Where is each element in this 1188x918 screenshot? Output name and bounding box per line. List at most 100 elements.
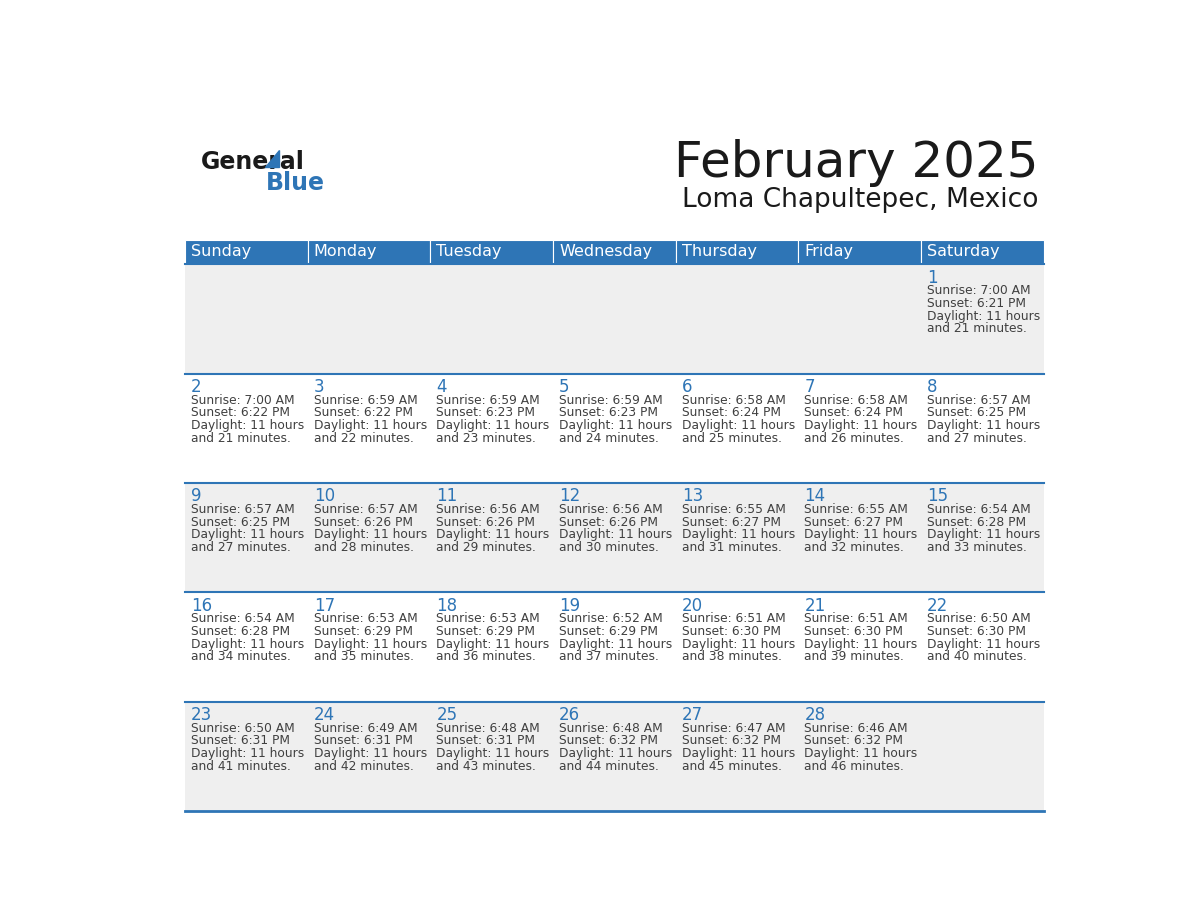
Text: and 31 minutes.: and 31 minutes.	[682, 541, 782, 554]
Text: Sunrise: 6:46 AM: Sunrise: 6:46 AM	[804, 722, 908, 734]
Text: Sunrise: 6:55 AM: Sunrise: 6:55 AM	[682, 503, 785, 516]
Text: Sunset: 6:27 PM: Sunset: 6:27 PM	[682, 516, 781, 529]
Text: Daylight: 11 hours: Daylight: 11 hours	[927, 638, 1041, 651]
Text: Daylight: 11 hours: Daylight: 11 hours	[314, 419, 426, 432]
Text: and 28 minutes.: and 28 minutes.	[314, 541, 413, 554]
Bar	[430, 240, 552, 264]
Text: Wednesday: Wednesday	[560, 244, 652, 260]
Text: and 23 minutes.: and 23 minutes.	[436, 431, 536, 444]
Bar	[185, 592, 308, 701]
Text: February 2025: February 2025	[674, 140, 1038, 187]
Bar	[430, 483, 552, 592]
Text: and 30 minutes.: and 30 minutes.	[560, 541, 659, 554]
Text: Sunset: 6:31 PM: Sunset: 6:31 PM	[191, 734, 290, 747]
Text: 27: 27	[682, 706, 703, 724]
Text: Sunset: 6:32 PM: Sunset: 6:32 PM	[804, 734, 904, 747]
Text: Sunset: 6:23 PM: Sunset: 6:23 PM	[436, 407, 536, 420]
Text: 22: 22	[927, 597, 948, 615]
Bar	[676, 240, 798, 264]
Text: Sunset: 6:26 PM: Sunset: 6:26 PM	[560, 516, 658, 529]
Text: and 26 minutes.: and 26 minutes.	[804, 431, 904, 444]
Text: Sunrise: 6:56 AM: Sunrise: 6:56 AM	[560, 503, 663, 516]
Text: Sunrise: 6:51 AM: Sunrise: 6:51 AM	[804, 612, 909, 625]
Bar	[552, 240, 676, 264]
Text: Sunrise: 6:50 AM: Sunrise: 6:50 AM	[191, 722, 295, 734]
Text: and 38 minutes.: and 38 minutes.	[682, 650, 782, 664]
Text: and 27 minutes.: and 27 minutes.	[191, 541, 291, 554]
Bar	[308, 240, 430, 264]
Bar	[921, 701, 1043, 811]
Text: Friday: Friday	[804, 244, 853, 260]
Bar	[185, 701, 308, 811]
Text: 4: 4	[436, 378, 447, 397]
Bar	[921, 240, 1043, 264]
Text: Sunset: 6:30 PM: Sunset: 6:30 PM	[927, 625, 1026, 638]
Text: Sunrise: 6:55 AM: Sunrise: 6:55 AM	[804, 503, 909, 516]
Text: 19: 19	[560, 597, 580, 615]
Bar	[798, 264, 921, 374]
Text: Sunrise: 6:54 AM: Sunrise: 6:54 AM	[927, 503, 1031, 516]
Bar	[308, 374, 430, 483]
Bar	[308, 592, 430, 701]
Text: Daylight: 11 hours: Daylight: 11 hours	[314, 638, 426, 651]
Text: 14: 14	[804, 487, 826, 506]
Text: Sunrise: 6:49 AM: Sunrise: 6:49 AM	[314, 722, 417, 734]
Text: Sunrise: 6:58 AM: Sunrise: 6:58 AM	[682, 394, 785, 407]
Text: Daylight: 11 hours: Daylight: 11 hours	[560, 419, 672, 432]
Text: 15: 15	[927, 487, 948, 506]
Text: and 35 minutes.: and 35 minutes.	[314, 650, 413, 664]
Bar	[798, 374, 921, 483]
Text: 5: 5	[560, 378, 569, 397]
Text: Sunrise: 6:51 AM: Sunrise: 6:51 AM	[682, 612, 785, 625]
Text: Daylight: 11 hours: Daylight: 11 hours	[927, 309, 1041, 322]
Text: Sunrise: 6:48 AM: Sunrise: 6:48 AM	[436, 722, 541, 734]
Polygon shape	[265, 151, 279, 167]
Text: Sunrise: 6:52 AM: Sunrise: 6:52 AM	[560, 612, 663, 625]
Text: Sunset: 6:29 PM: Sunset: 6:29 PM	[560, 625, 658, 638]
Text: Daylight: 11 hours: Daylight: 11 hours	[682, 528, 795, 542]
Text: Sunrise: 6:59 AM: Sunrise: 6:59 AM	[436, 394, 541, 407]
Bar	[676, 264, 798, 374]
Bar	[430, 264, 552, 374]
Bar	[676, 483, 798, 592]
Text: and 40 minutes.: and 40 minutes.	[927, 650, 1028, 664]
Text: 24: 24	[314, 706, 335, 724]
Bar	[185, 240, 308, 264]
Text: Sunrise: 6:59 AM: Sunrise: 6:59 AM	[314, 394, 417, 407]
Bar	[798, 240, 921, 264]
Text: Daylight: 11 hours: Daylight: 11 hours	[436, 528, 550, 542]
Bar	[676, 701, 798, 811]
Bar	[430, 701, 552, 811]
Text: Daylight: 11 hours: Daylight: 11 hours	[682, 638, 795, 651]
Bar	[185, 264, 308, 374]
Text: Daylight: 11 hours: Daylight: 11 hours	[191, 747, 304, 760]
Text: Monday: Monday	[314, 244, 378, 260]
Text: Daylight: 11 hours: Daylight: 11 hours	[436, 747, 550, 760]
Bar	[798, 592, 921, 701]
Text: and 37 minutes.: and 37 minutes.	[560, 650, 659, 664]
Text: and 39 minutes.: and 39 minutes.	[804, 650, 904, 664]
Text: 21: 21	[804, 597, 826, 615]
Bar	[798, 483, 921, 592]
Text: and 24 minutes.: and 24 minutes.	[560, 431, 659, 444]
Text: and 44 minutes.: and 44 minutes.	[560, 760, 659, 773]
Bar	[676, 374, 798, 483]
Text: Daylight: 11 hours: Daylight: 11 hours	[436, 638, 550, 651]
Text: 20: 20	[682, 597, 703, 615]
Bar	[921, 483, 1043, 592]
Text: Daylight: 11 hours: Daylight: 11 hours	[560, 528, 672, 542]
Text: Daylight: 11 hours: Daylight: 11 hours	[804, 419, 918, 432]
Text: Sunrise: 6:57 AM: Sunrise: 6:57 AM	[927, 394, 1031, 407]
Text: 26: 26	[560, 706, 580, 724]
Text: and 27 minutes.: and 27 minutes.	[927, 431, 1028, 444]
Text: Daylight: 11 hours: Daylight: 11 hours	[314, 747, 426, 760]
Text: 13: 13	[682, 487, 703, 506]
Bar	[676, 592, 798, 701]
Text: Sunset: 6:29 PM: Sunset: 6:29 PM	[314, 625, 412, 638]
Bar	[185, 483, 308, 592]
Text: Sunset: 6:25 PM: Sunset: 6:25 PM	[927, 407, 1026, 420]
Text: Sunrise: 6:57 AM: Sunrise: 6:57 AM	[191, 503, 295, 516]
Text: Sunset: 6:29 PM: Sunset: 6:29 PM	[436, 625, 536, 638]
Text: Sunset: 6:27 PM: Sunset: 6:27 PM	[804, 516, 904, 529]
Text: Sunset: 6:32 PM: Sunset: 6:32 PM	[560, 734, 658, 747]
